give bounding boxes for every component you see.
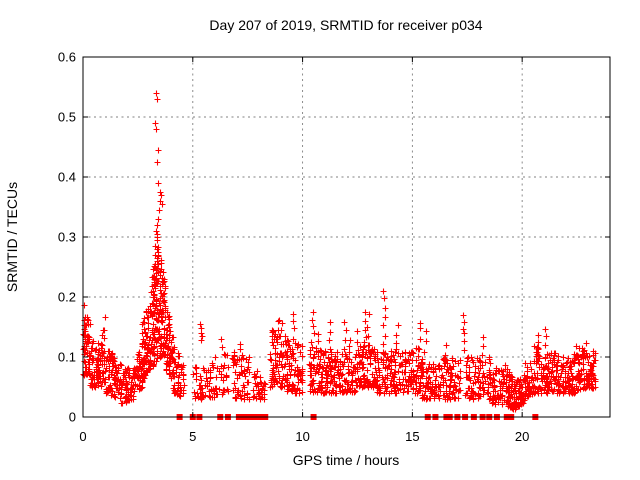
y-tick-label: 0.6 xyxy=(58,50,76,65)
x-tick-label: 0 xyxy=(79,429,86,444)
y-axis-label: SRMTID / TECUs xyxy=(4,182,20,292)
x-tick-label: 15 xyxy=(405,429,419,444)
x-tick-label: 5 xyxy=(189,429,196,444)
y-tick-label: 0.1 xyxy=(58,350,76,365)
x-tick-label: 20 xyxy=(515,429,529,444)
tick-marks xyxy=(82,56,610,418)
y-tick-label: 0.3 xyxy=(58,230,76,245)
y-tick-label: 0.5 xyxy=(58,110,76,125)
x-axis-label: GPS time / hours xyxy=(293,452,400,468)
y-tick-label: 0 xyxy=(69,410,76,425)
chart-title: Day 207 of 2019, SRMTID for receiver p03… xyxy=(209,17,482,33)
y-tick-labels: 0 0.1 0.2 0.3 0.4 0.5 0.6 xyxy=(58,50,76,425)
scatter-points xyxy=(80,90,599,413)
x-tick-label: 10 xyxy=(295,429,309,444)
y-tick-label: 0.2 xyxy=(58,290,76,305)
x-tick-labels: 0 5 10 15 20 xyxy=(79,429,529,444)
y-tick-label: 0.4 xyxy=(58,170,76,185)
